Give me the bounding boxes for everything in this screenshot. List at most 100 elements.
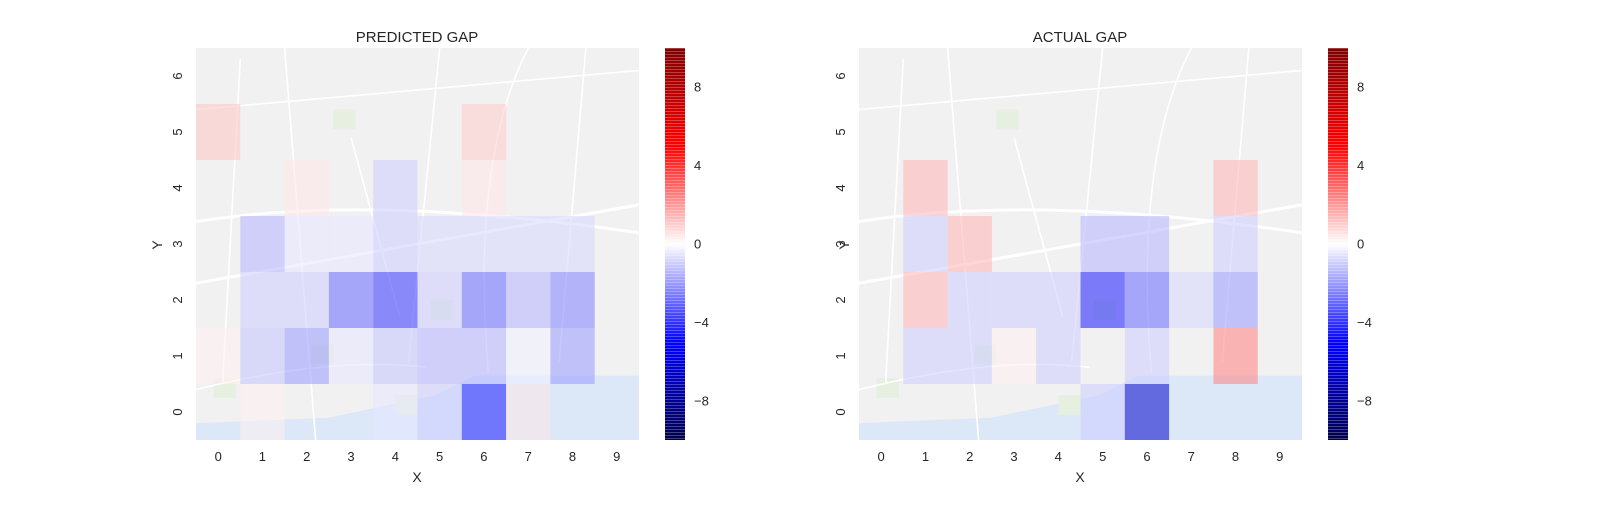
colorbar-tick-label: −4 [694, 315, 709, 330]
heatmap-cell [417, 384, 462, 440]
heatmap-cell [903, 216, 948, 272]
heatmap-cell [1080, 216, 1125, 272]
heatmap-cell [240, 328, 285, 384]
y-axis-label-predicted: Y [149, 240, 165, 250]
heatmap-cell [461, 216, 507, 272]
heatmap-cell [196, 328, 241, 384]
heatmap-cell [1213, 160, 1258, 216]
colorbar-tick-label: −8 [1357, 393, 1372, 408]
heatmap-cell [196, 104, 241, 160]
heatmap-cell [1124, 216, 1170, 272]
heatmap-cell [550, 216, 595, 272]
x-axis-label-actual: X [1075, 469, 1085, 485]
x-tick-label: 7 [525, 449, 532, 464]
heatmap-cell [550, 328, 595, 384]
y-axis-label-actual: Y [836, 240, 852, 250]
chart-title-predicted: PREDICTED GAP [356, 29, 479, 46]
heatmap-cell [1124, 272, 1170, 328]
heatmap-panel-actual: ACTUAL GAP 0 1 2 3 4 5 6 7 8 9 0 1 2 3 4 5 6 X Y 8 4 0 −4 −… [833, 29, 1372, 485]
heatmap-cell [373, 328, 418, 384]
colorbar-tick-label: 4 [1357, 158, 1364, 173]
map-park [333, 109, 356, 130]
heatmap-cell [506, 216, 551, 272]
colorbar-tick-label: 8 [1357, 80, 1364, 95]
heatmap-cell [1124, 384, 1170, 440]
heatmap-cell [417, 328, 462, 384]
x-tick-label: 5 [436, 449, 443, 464]
heatmap-cell [373, 216, 418, 272]
x-tick-label: 6 [1143, 449, 1150, 464]
heatmap-cell [284, 160, 329, 216]
heatmap-cell [506, 328, 551, 384]
heatmap-cell [461, 328, 507, 384]
heatmap-cell [328, 328, 374, 384]
map-park [996, 109, 1019, 130]
heatmap-cell [947, 272, 992, 328]
heatmap-cell [903, 272, 948, 328]
y-tick-labels-predicted: 0 1 2 3 4 5 6 [170, 72, 185, 415]
chart-title-actual: ACTUAL GAP [1033, 29, 1127, 46]
heatmap-cell [373, 160, 418, 216]
colorbar-ticks-actual: 8 4 0 −4 −8 [1357, 80, 1372, 409]
y-tick-label: 4 [833, 184, 848, 191]
heatmap-cell [461, 160, 507, 216]
heatmap-cells-actual [903, 160, 1258, 440]
x-tick-label: 8 [1232, 449, 1239, 464]
heatmap-cell [991, 272, 1037, 328]
heatmap-cell [991, 328, 1037, 384]
x-tick-label: 0 [215, 449, 222, 464]
x-tick-label: 3 [1010, 449, 1017, 464]
x-tick-label: 6 [480, 449, 487, 464]
x-tick-label: 8 [569, 449, 576, 464]
heatmap-cell [550, 272, 595, 328]
heatmap-cell [506, 384, 551, 440]
x-tick-labels-predicted: 0 1 2 3 4 5 6 7 8 9 [215, 449, 621, 464]
colorbar-texture-predicted [665, 48, 685, 440]
y-tick-label: 0 [833, 408, 848, 415]
heatmap-cell [373, 384, 418, 440]
heatmap-cell [947, 216, 992, 272]
y-tick-label: 4 [170, 184, 185, 191]
heatmap-cell [417, 272, 462, 328]
heatmap-cell [1213, 216, 1258, 272]
heatmap-cell [284, 328, 329, 384]
map-road [884, 59, 905, 385]
heatmap-cell [328, 216, 374, 272]
heatmap-cell [284, 272, 329, 328]
y-tick-label: 5 [170, 128, 185, 135]
heatmap-cell [903, 328, 948, 384]
colorbar-tick-label: 0 [694, 237, 701, 252]
x-tick-label: 2 [966, 449, 973, 464]
colorbar-tick-label: 8 [694, 80, 701, 95]
heatmap-cell [1124, 328, 1170, 384]
x-tick-labels-actual: 0 1 2 3 4 5 6 7 8 9 [877, 449, 1283, 464]
heatmap-cell [461, 104, 507, 160]
x-tick-label: 4 [1055, 449, 1062, 464]
map-park [1058, 395, 1081, 415]
heatmap-cell [240, 216, 285, 272]
y-tick-label: 5 [833, 128, 848, 135]
heatmap-cell [947, 328, 992, 384]
heatmap-cell [1169, 272, 1214, 328]
colorbar-ticks-predicted: 8 4 0 −4 −8 [694, 80, 709, 409]
colorbar-tick-label: −8 [694, 393, 709, 408]
colorbar-tick-label: −4 [1357, 315, 1372, 330]
map-road [858, 69, 1303, 111]
x-tick-label: 5 [1099, 449, 1106, 464]
x-tick-label: 9 [1276, 449, 1283, 464]
heatmap-cell [1080, 384, 1125, 440]
x-tick-label: 1 [922, 449, 929, 464]
x-tick-label: 7 [1188, 449, 1195, 464]
x-tick-label: 1 [259, 449, 266, 464]
y-tick-label: 1 [170, 352, 185, 359]
heatmap-cell [461, 384, 507, 440]
heatmap-cell [461, 272, 507, 328]
map-road [195, 69, 640, 111]
y-tick-label: 3 [170, 240, 185, 247]
x-tick-label: 2 [303, 449, 310, 464]
heatmap-cell [417, 216, 462, 272]
y-tick-labels-actual: 0 1 2 3 4 5 6 [833, 72, 848, 415]
x-tick-label: 0 [877, 449, 884, 464]
heatmap-cell [373, 272, 418, 328]
